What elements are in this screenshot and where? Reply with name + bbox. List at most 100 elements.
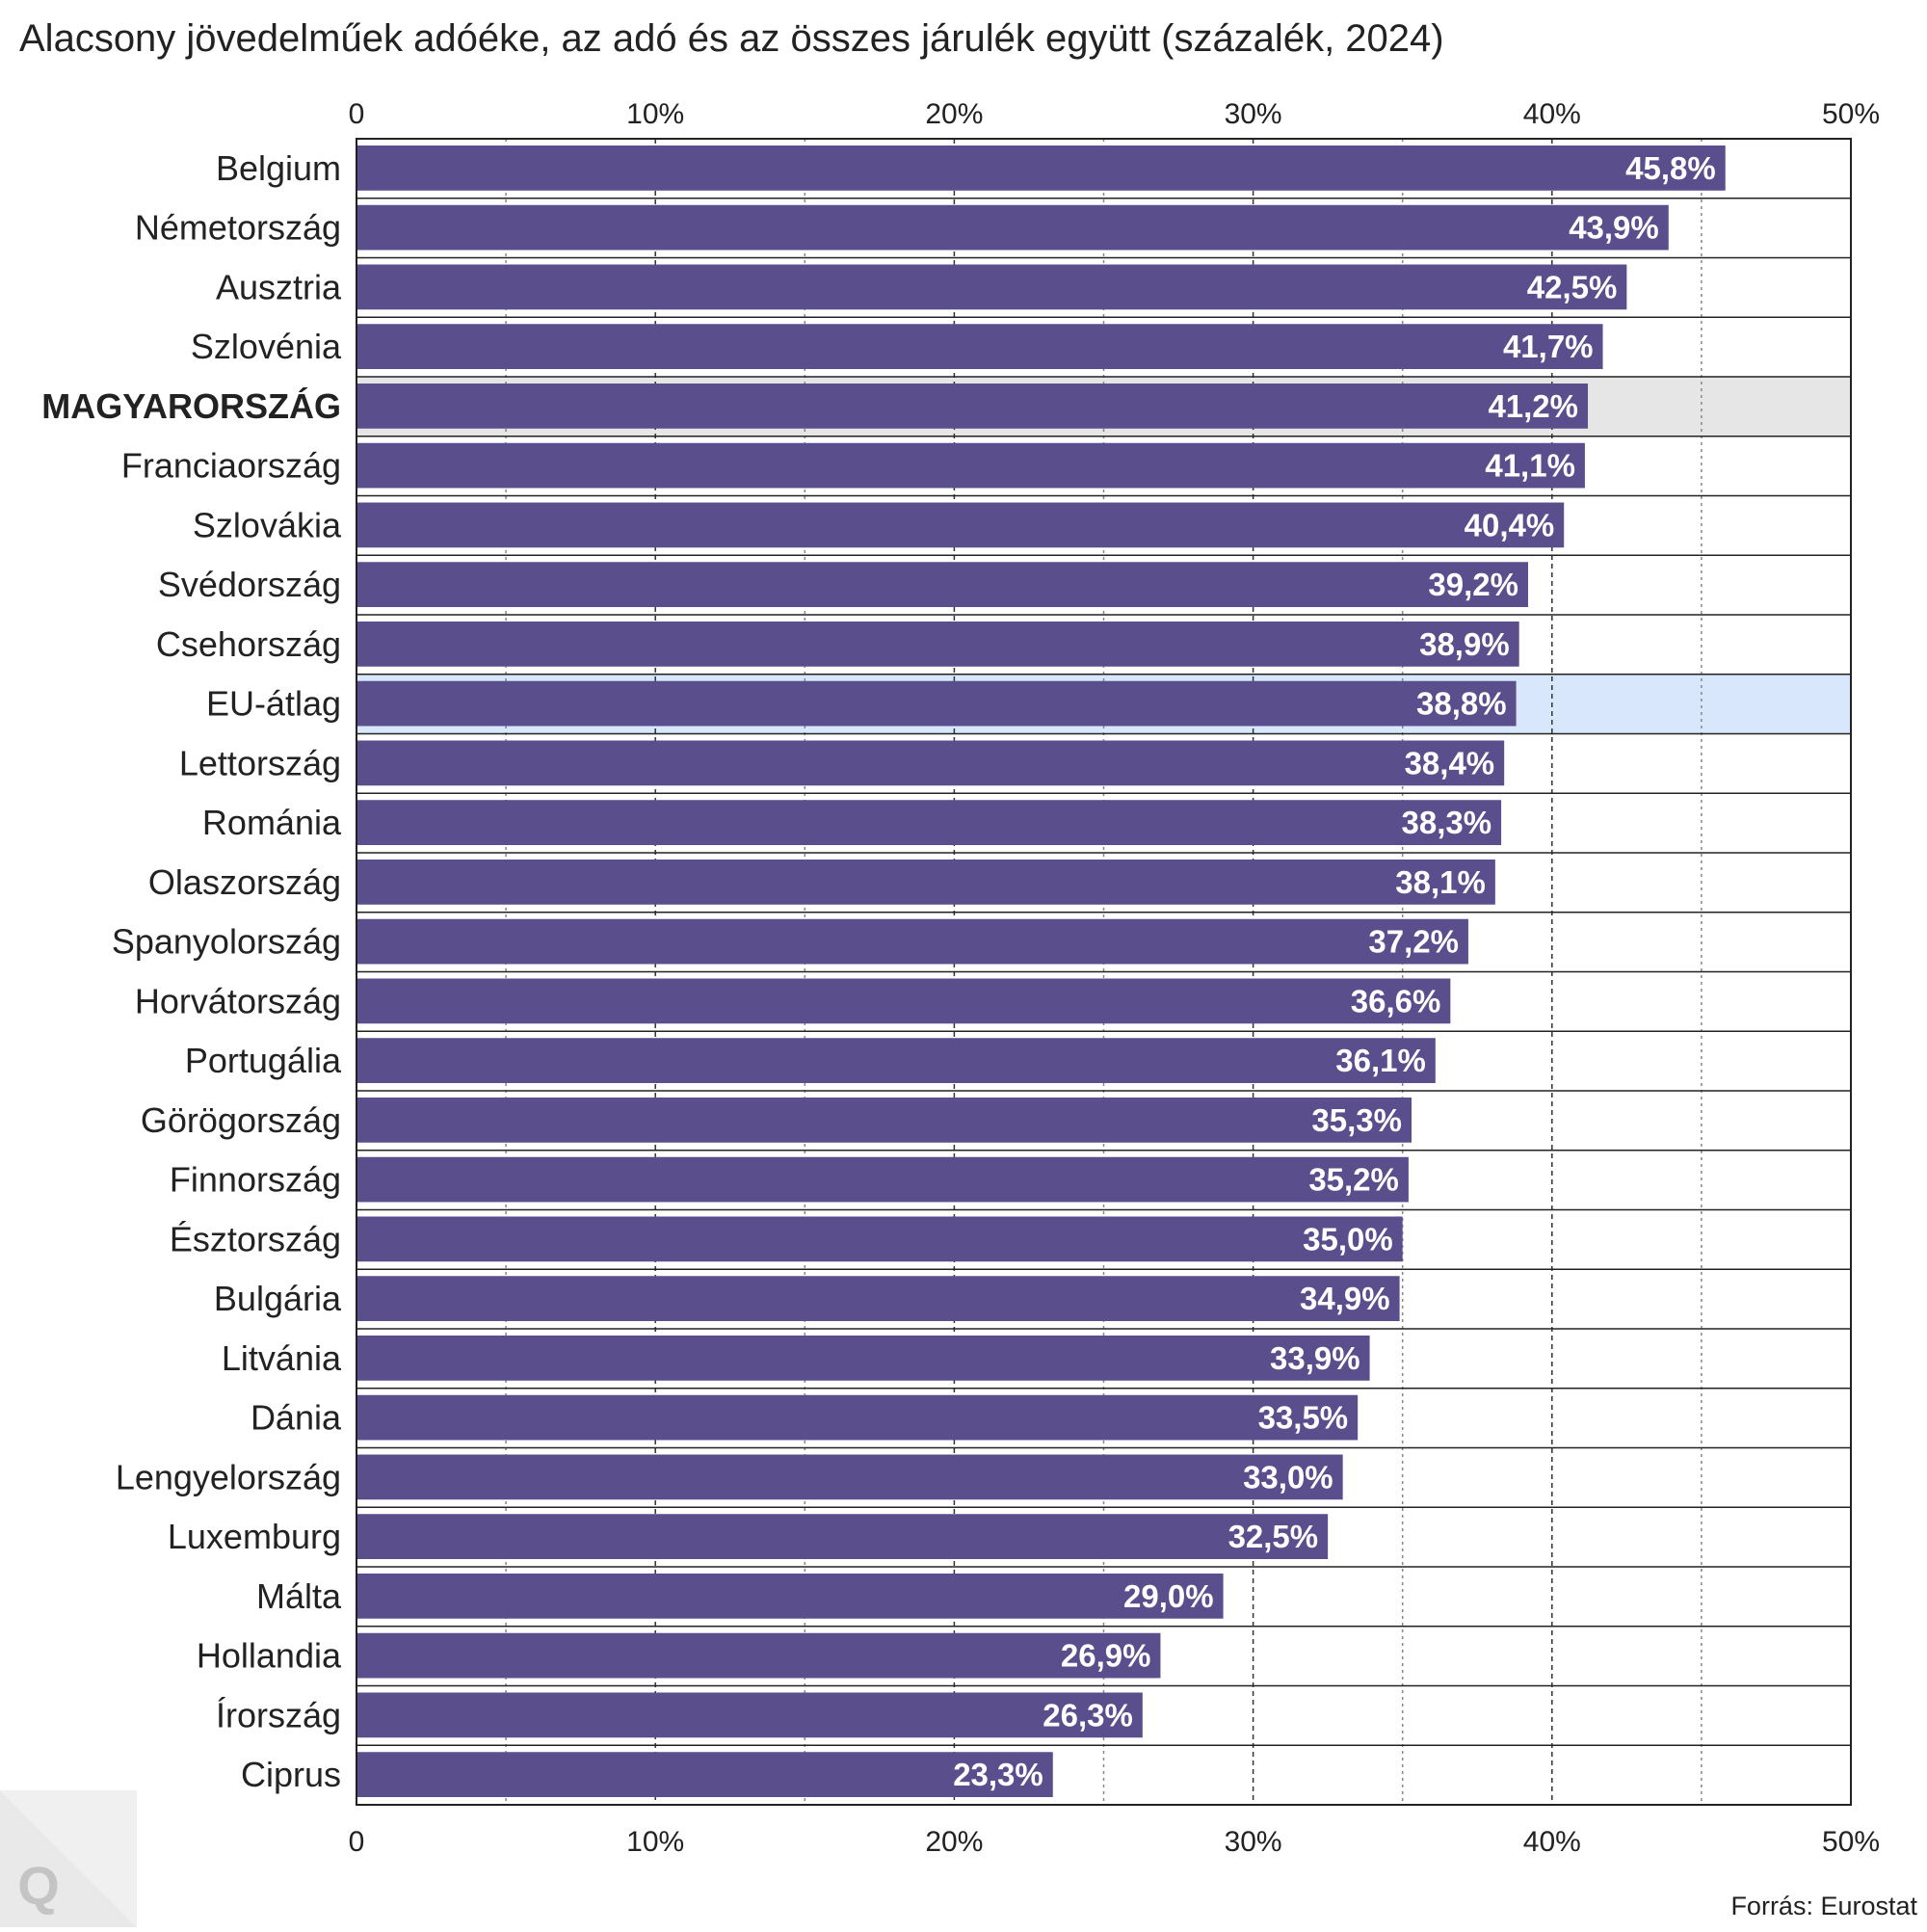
bar — [356, 622, 1519, 667]
data-label: 29,0% — [1123, 1578, 1214, 1614]
category-label: Finnország — [170, 1160, 341, 1200]
bar — [356, 918, 1468, 965]
data-label: 35,0% — [1303, 1221, 1393, 1257]
category-label: Luxemburg — [168, 1517, 341, 1556]
data-label: 45,8% — [1625, 150, 1716, 186]
bar — [356, 1692, 1143, 1738]
category-label: Litvánia — [222, 1338, 342, 1378]
bar — [356, 1216, 1403, 1262]
bar — [356, 442, 1585, 489]
bar — [356, 562, 1528, 607]
plot-frame — [356, 138, 1852, 1806]
bar — [356, 384, 1589, 429]
category-label: Írország — [216, 1695, 341, 1734]
category-label: Észtország — [170, 1219, 341, 1258]
category-label: Bulgária — [214, 1279, 342, 1318]
data-label: 43,9% — [1569, 210, 1659, 246]
category-label: Málta — [256, 1576, 342, 1616]
publisher-logo: Q — [0, 1790, 137, 1927]
data-label: 40,4% — [1465, 507, 1555, 543]
x-tick-label-top: 0 — [349, 98, 365, 130]
bar — [356, 1752, 1053, 1797]
x-tick-label-top: 50% — [1822, 98, 1880, 130]
data-label: 36,6% — [1351, 983, 1441, 1019]
data-label: 33,9% — [1270, 1340, 1360, 1376]
data-label: 32,5% — [1228, 1519, 1319, 1554]
category-label: Lengyelország — [116, 1457, 341, 1496]
category-label: Románia — [202, 803, 342, 842]
data-label: 41,7% — [1503, 329, 1594, 364]
data-label: 38,3% — [1401, 805, 1491, 840]
bar — [356, 978, 1451, 1024]
category-label: EU-átlag — [206, 684, 341, 724]
data-label: 26,3% — [1043, 1697, 1133, 1733]
data-label: 33,5% — [1258, 1400, 1349, 1436]
bar — [356, 1574, 1224, 1619]
category-label: Szlovákia — [193, 505, 342, 544]
category-label: Szlovénia — [191, 327, 342, 366]
data-label: 42,5% — [1527, 269, 1618, 304]
chart-title: Alacsony jövedelműek adóéke, az adó és a… — [19, 17, 1444, 60]
x-tick-label-bottom: 10% — [626, 1826, 684, 1858]
bar — [356, 680, 1517, 727]
bar — [356, 1276, 1400, 1321]
data-label: 38,9% — [1419, 626, 1510, 662]
data-label: 41,1% — [1485, 448, 1575, 484]
x-tick-label-bottom: 30% — [1225, 1826, 1282, 1858]
data-label: 36,1% — [1335, 1043, 1426, 1078]
category-label: Franciaország — [121, 446, 341, 486]
bar — [356, 800, 1502, 845]
data-label: 35,2% — [1308, 1162, 1399, 1198]
category-label: Görögország — [141, 1100, 341, 1140]
x-tick-label-bottom: 20% — [925, 1826, 983, 1858]
category-label: Lettország — [179, 743, 341, 782]
bar — [356, 204, 1669, 251]
category-label: Belgium — [216, 148, 341, 188]
category-label: Csehország — [156, 624, 341, 664]
x-tick-label-bottom: 0 — [349, 1826, 365, 1858]
source-note: Forrás: Eurostat — [1730, 1892, 1917, 1920]
data-label: 39,2% — [1428, 567, 1518, 602]
bar — [356, 146, 1726, 191]
category-label: Dánia — [251, 1398, 342, 1438]
x-tick-label-bottom: 50% — [1822, 1826, 1880, 1858]
bar — [356, 1632, 1161, 1679]
category-label: Hollandia — [197, 1636, 342, 1676]
data-label: 38,8% — [1416, 686, 1507, 722]
x-tick-label-top: 30% — [1225, 98, 1282, 130]
bar — [356, 1336, 1370, 1381]
bar — [356, 1394, 1359, 1441]
bar — [356, 860, 1495, 905]
x-tick-label-bottom: 40% — [1523, 1826, 1581, 1858]
category-label: Ciprus — [241, 1755, 341, 1794]
data-label: 33,0% — [1243, 1459, 1333, 1495]
data-label: 37,2% — [1368, 924, 1459, 960]
data-label: 34,9% — [1300, 1281, 1390, 1316]
logo-letter: Q — [17, 1855, 60, 1916]
data-label: 26,9% — [1061, 1638, 1151, 1674]
data-label: 23,3% — [953, 1757, 1043, 1792]
bar — [356, 1156, 1409, 1203]
bar — [356, 740, 1505, 786]
category-label: Németország — [135, 208, 341, 248]
category-label: Svédország — [158, 565, 341, 604]
category-label: Ausztria — [216, 267, 342, 306]
data-label: 41,2% — [1488, 388, 1578, 424]
category-label: Horvátország — [135, 981, 341, 1020]
category-label: Spanyolország — [112, 922, 341, 962]
data-label: 38,4% — [1405, 745, 1495, 781]
x-tick-label-top: 10% — [626, 98, 684, 130]
bar — [356, 1098, 1412, 1143]
bar — [356, 1514, 1329, 1559]
x-tick-label-top: 20% — [925, 98, 983, 130]
bar — [356, 502, 1565, 548]
category-label: Olaszország — [148, 862, 341, 902]
x-tick-label-top: 40% — [1523, 98, 1581, 130]
bar — [356, 1038, 1436, 1083]
bar — [356, 1454, 1343, 1500]
category-label: MAGYARORSZÁG — [41, 386, 341, 426]
category-label: Portugália — [185, 1041, 342, 1080]
data-label: 35,3% — [1311, 1102, 1402, 1138]
bar — [356, 264, 1627, 310]
